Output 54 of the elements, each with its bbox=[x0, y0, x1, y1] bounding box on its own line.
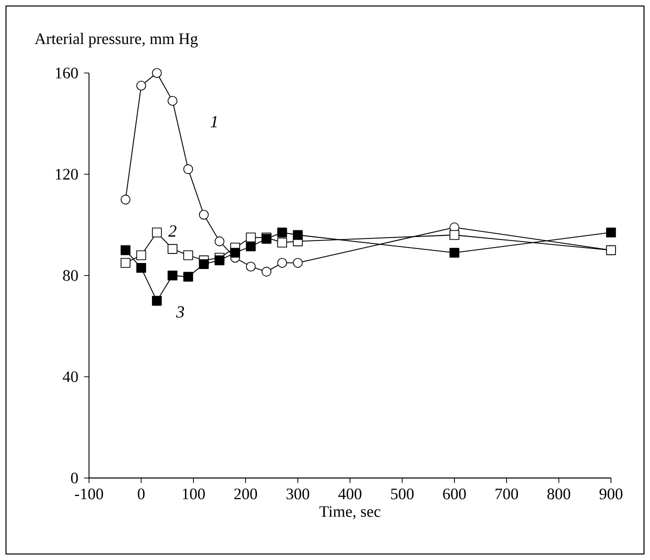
point bbox=[183, 164, 194, 174]
point bbox=[136, 80, 146, 91]
point bbox=[277, 258, 288, 268]
point bbox=[168, 244, 178, 254]
point bbox=[606, 228, 616, 238]
annotation: 1 bbox=[210, 116, 217, 128]
annotation: 2 bbox=[168, 225, 176, 237]
point bbox=[230, 248, 240, 258]
y-axis-title: Arterial pressure, mm Hg bbox=[34, 32, 198, 48]
x-tick-label: 100 bbox=[182, 488, 205, 500]
point bbox=[277, 238, 288, 248]
x-tick-label: 600 bbox=[443, 488, 466, 500]
y-tick-label: 160 bbox=[56, 68, 78, 78]
point bbox=[120, 194, 130, 204]
y-tick-label: 80 bbox=[63, 270, 78, 281]
point bbox=[152, 296, 162, 306]
y-tick-label: 120 bbox=[56, 168, 78, 180]
point bbox=[198, 259, 209, 270]
point bbox=[246, 241, 256, 252]
point bbox=[183, 250, 194, 260]
annotation: 3 bbox=[176, 306, 184, 318]
point bbox=[183, 272, 194, 282]
x-tick-label: 500 bbox=[391, 488, 414, 500]
point bbox=[214, 236, 224, 246]
x-tick-label: 400 bbox=[338, 488, 362, 500]
point bbox=[606, 245, 616, 256]
y-tick-label: 40 bbox=[62, 371, 78, 382]
point bbox=[246, 232, 256, 242]
point bbox=[198, 210, 209, 220]
point bbox=[246, 262, 256, 272]
point bbox=[292, 258, 303, 268]
x-tick-label: 300 bbox=[286, 488, 310, 500]
point bbox=[120, 258, 130, 268]
point bbox=[262, 266, 272, 277]
x-tick-label: 800 bbox=[547, 488, 570, 500]
y-tick-label: 0 bbox=[71, 472, 78, 484]
point bbox=[214, 255, 224, 266]
x-tick-label: 700 bbox=[496, 488, 518, 500]
point bbox=[277, 228, 288, 238]
point bbox=[152, 228, 162, 238]
point bbox=[292, 230, 303, 240]
x-axis-title: Time, sec bbox=[319, 506, 380, 520]
x-tick-label: -100 bbox=[74, 488, 104, 500]
point bbox=[450, 248, 460, 258]
point bbox=[136, 250, 146, 260]
point bbox=[168, 96, 178, 106]
x-tick-label: 0 bbox=[138, 488, 145, 500]
point bbox=[168, 270, 178, 280]
point bbox=[120, 245, 130, 256]
point bbox=[450, 230, 460, 240]
point bbox=[136, 263, 146, 273]
x-tick-label: 900 bbox=[600, 488, 622, 500]
x-tick-label: 200 bbox=[234, 488, 257, 500]
point bbox=[152, 68, 162, 78]
